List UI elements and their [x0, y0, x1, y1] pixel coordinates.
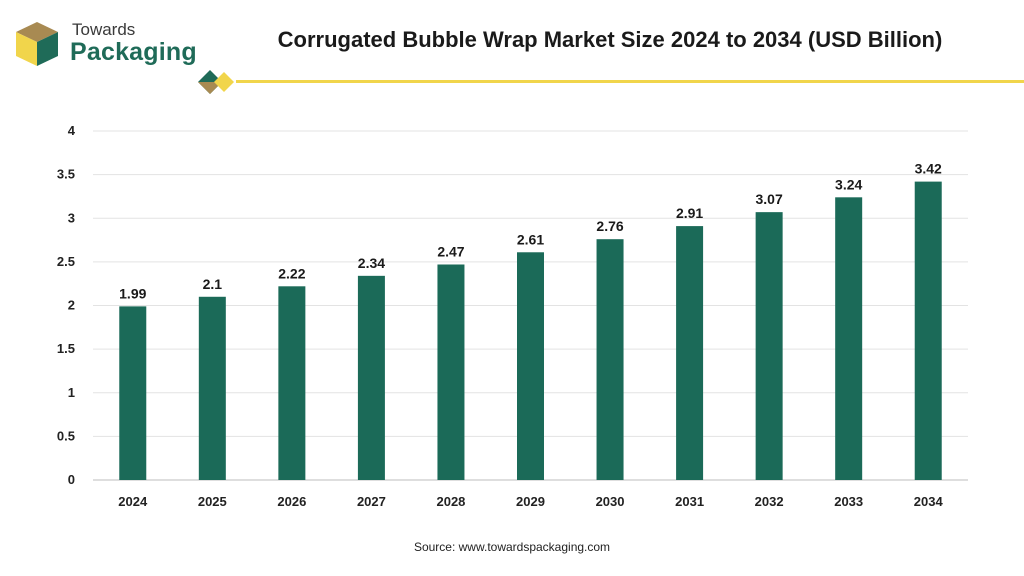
- bar: [914, 181, 942, 481]
- logo-text-packaging: Packaging: [70, 38, 197, 66]
- bar: [517, 252, 544, 480]
- x-tick-label: 2025: [198, 494, 227, 509]
- bar: [596, 239, 624, 480]
- y-tick-label: 3: [68, 210, 75, 225]
- data-label: 2.47: [437, 243, 464, 259]
- data-label: 2.61: [517, 231, 544, 247]
- bar: [198, 296, 226, 480]
- bar: [676, 226, 704, 480]
- y-tick-label: 2: [68, 298, 75, 313]
- source-text: Source: www.towardspackaging.com: [413, 540, 611, 554]
- data-label: 2.91: [676, 205, 703, 221]
- y-tick-label: 3.5: [57, 167, 75, 182]
- y-tick-label: 2.5: [57, 254, 75, 269]
- data-label: 1.99: [119, 285, 146, 301]
- bar: [278, 286, 306, 480]
- bar: [755, 212, 783, 480]
- bar: [357, 275, 385, 480]
- bar: [437, 264, 465, 480]
- y-tick-label: 4: [68, 123, 76, 138]
- divider-diamond-brown: [198, 82, 222, 94]
- x-tick-label: 2026: [277, 494, 306, 509]
- data-label: 3.42: [915, 161, 942, 177]
- x-tick-label: 2029: [516, 494, 545, 509]
- x-tick-label: 2027: [357, 494, 386, 509]
- data-label: 2.34: [358, 255, 385, 271]
- bar: [835, 197, 863, 480]
- data-label: 2.22: [278, 265, 305, 281]
- data-label: 2.1: [203, 276, 223, 292]
- data-label: 2.76: [596, 218, 623, 234]
- x-tick-label: 2032: [755, 494, 784, 509]
- x-tick-label: 2028: [436, 494, 465, 509]
- brand-logo: Towards Packaging: [12, 14, 202, 72]
- y-tick-label: 0: [68, 472, 75, 487]
- bar: [119, 306, 147, 480]
- x-tick-label: 2033: [834, 494, 863, 509]
- y-tick-label: 0.5: [57, 428, 75, 443]
- x-tick-label: 2024: [118, 494, 148, 509]
- chart-title: Corrugated Bubble Wrap Market Size 2024 …: [277, 27, 943, 52]
- logo-text-towards: Towards: [72, 20, 136, 39]
- x-tick-label: 2031: [675, 494, 704, 509]
- data-label: 3.07: [756, 191, 783, 207]
- box-logo-icon: [16, 22, 58, 66]
- data-label: 3.24: [835, 176, 862, 192]
- x-tick-label: 2034: [914, 494, 944, 509]
- x-tick-label: 2030: [596, 494, 625, 509]
- divider-line: [236, 80, 1024, 83]
- y-tick-label: 1: [68, 385, 75, 400]
- y-tick-label: 1.5: [57, 341, 75, 356]
- divider-diamond-yellow: [214, 72, 234, 92]
- header-divider: [198, 70, 1024, 94]
